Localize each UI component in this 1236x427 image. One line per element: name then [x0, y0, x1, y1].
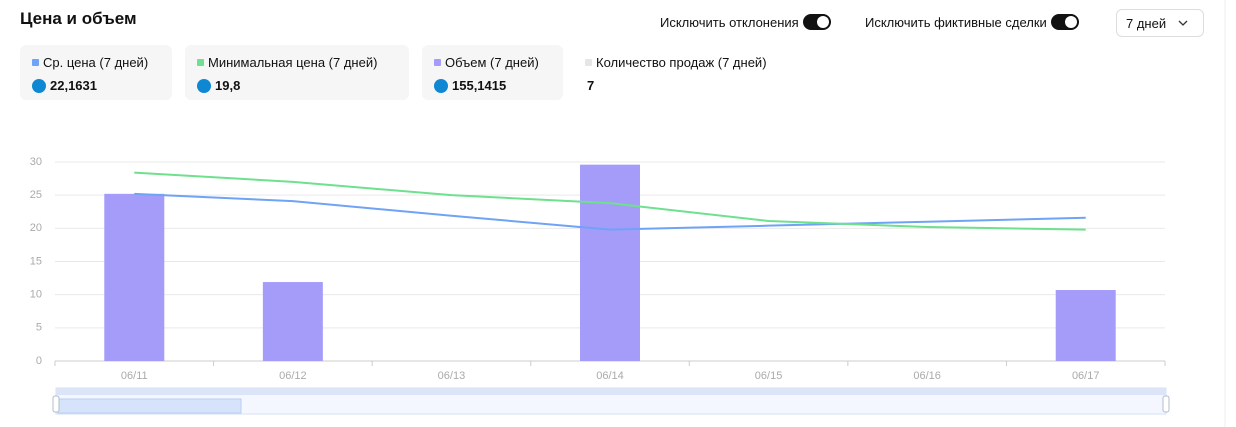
ton-icon [434, 78, 448, 93]
count-value: 7 [587, 78, 595, 93]
x-tick-label: 06/16 [913, 370, 941, 382]
line [134, 192, 1086, 231]
period-label: 7 дней [1126, 15, 1167, 31]
zoom-preview [57, 398, 242, 414]
card-value: 22,1631 [32, 78, 160, 93]
x-tick-label: 06/15 [755, 370, 783, 382]
zoom-handle[interactable] [1162, 395, 1170, 413]
legend-entry: Объем (7 дней) [434, 55, 551, 70]
ton-icon [197, 78, 211, 93]
toggle[interactable]: Исключить отклонения [660, 14, 831, 30]
period-select[interactable]: 7 дней [1116, 9, 1204, 37]
toggle-label: Исключить отклонения [660, 14, 799, 30]
swatch [434, 59, 441, 66]
ton-icon [32, 78, 46, 93]
x-tick-label: 06/17 [1072, 370, 1100, 382]
title: Цена и объем [20, 9, 137, 28]
line [134, 171, 1086, 231]
swatch [197, 59, 204, 66]
bar [1055, 290, 1116, 361]
legend-label: Объем (7 дней) [445, 55, 539, 70]
switch[interactable] [1050, 14, 1079, 30]
bar [262, 282, 323, 361]
legend-card: Минимальная цена (7 дней) 19,8 [185, 45, 409, 100]
zoom-handle[interactable] [52, 395, 60, 413]
legend-entry: Минимальная цена (7 дней) [197, 55, 397, 70]
y-tick-label: 20 [30, 222, 42, 234]
count-label: Количество продаж (7 дней) [596, 55, 767, 70]
toggle-label: Исключить фиктивные сделки [865, 14, 1047, 30]
value-text: 22,1631 [50, 78, 97, 93]
bar [580, 164, 640, 361]
card-value: 155,1415 [434, 78, 551, 93]
legend-card: Ср. цена (7 дней) 22,1631 [20, 45, 172, 100]
legend-entry: Ср. цена (7 дней) [32, 55, 160, 70]
legend-label: Ср. цена (7 дней) [43, 55, 149, 70]
x-tick-label: 06/12 [279, 370, 307, 382]
swatch [32, 59, 39, 66]
y-tick-label: 10 [30, 289, 42, 301]
x-tick-label: 06/14 [596, 370, 624, 382]
x-tick-label: 06/11 [121, 370, 148, 382]
legend-label: Минимальная цена (7 дней) [208, 55, 378, 70]
bar [104, 193, 165, 361]
y-tick-label: 5 [36, 322, 42, 334]
chevron [1178, 20, 1188, 26]
value-text: 19,8 [215, 78, 241, 93]
swatch [585, 59, 592, 66]
y-tick-label: 30 [30, 156, 42, 168]
value-text: 155,1415 [452, 78, 507, 93]
legend-card: Объем (7 дней) 155,1415 [422, 45, 563, 100]
switch[interactable] [802, 14, 831, 30]
count-card: Количество продаж (7 дней) 7 [585, 45, 779, 100]
toggle[interactable]: Исключить фиктивные сделки [865, 14, 1079, 30]
card-value: 19,8 [197, 78, 397, 93]
x-tick-label: 06/13 [438, 370, 466, 382]
y-tick-label: 15 [30, 255, 42, 267]
y-tick-label: 25 [30, 189, 42, 201]
y-tick-label: 0 [36, 355, 42, 367]
zoom-track [56, 388, 1166, 395]
